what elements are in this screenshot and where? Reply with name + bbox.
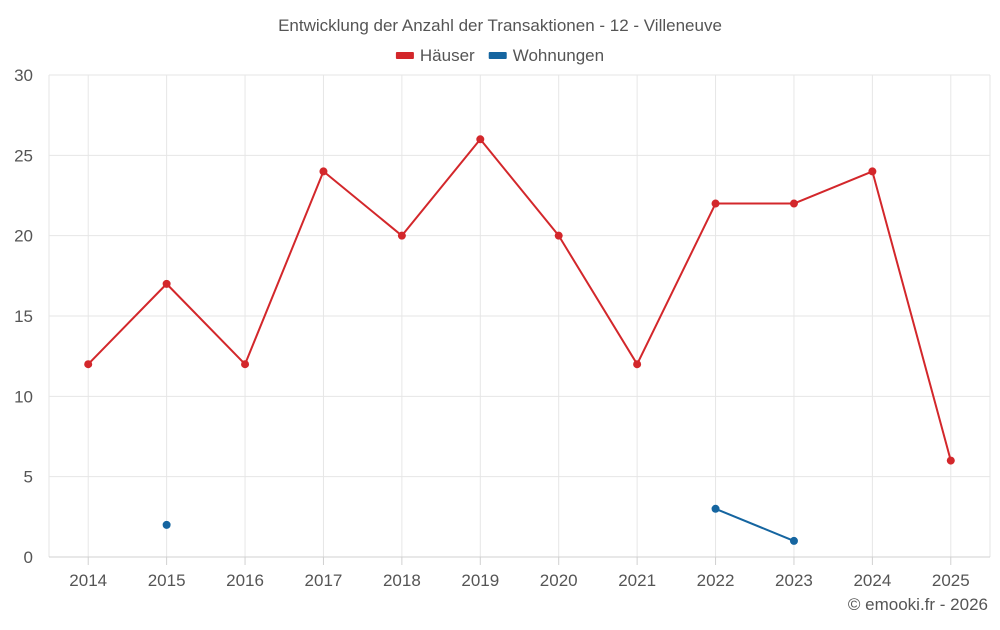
legend-label: Wohnungen bbox=[513, 46, 604, 65]
y-tick-label: 15 bbox=[14, 307, 33, 326]
credit-text: © emooki.fr - 2026 bbox=[848, 595, 988, 614]
data-point[interactable] bbox=[946, 456, 955, 465]
data-point[interactable] bbox=[711, 199, 720, 208]
legend-swatch bbox=[488, 52, 507, 59]
x-tick-label: 2023 bbox=[775, 571, 813, 590]
series-layer bbox=[84, 135, 955, 545]
x-tick-label: 2014 bbox=[69, 571, 107, 590]
series-line bbox=[715, 507, 795, 542]
series-2 bbox=[162, 504, 798, 545]
data-point[interactable] bbox=[162, 520, 171, 529]
x-tick-label: 2017 bbox=[305, 571, 343, 590]
grid bbox=[48, 74, 991, 557]
chart-title: Entwicklung der Anzahl der Transaktionen… bbox=[278, 16, 722, 35]
y-tick-label: 10 bbox=[14, 387, 33, 406]
legend-swatch bbox=[395, 52, 414, 59]
legend-item-1[interactable]: Häuser bbox=[395, 46, 475, 65]
x-tick-label: 2016 bbox=[226, 571, 264, 590]
x-tick-label: 2015 bbox=[148, 571, 186, 590]
series-line bbox=[87, 138, 952, 461]
x-axis: 2014 2015 2016 2017 2018 2019 2020 2021 2022 2023… bbox=[49, 556, 990, 590]
x-tick-label: 2021 bbox=[618, 571, 656, 590]
y-tick-label: 30 bbox=[14, 66, 33, 85]
data-point[interactable] bbox=[789, 536, 798, 545]
x-tick-label: 2019 bbox=[461, 571, 499, 590]
data-point[interactable] bbox=[711, 504, 720, 513]
data-point[interactable] bbox=[397, 231, 406, 240]
x-tick-label: 2025 bbox=[932, 571, 970, 590]
data-point[interactable] bbox=[476, 135, 485, 144]
y-tick-label: 20 bbox=[14, 227, 33, 246]
y-tick-label: 25 bbox=[14, 146, 33, 165]
legend: Häuser Wohnungen bbox=[395, 46, 604, 65]
y-axis: 0 5 10 15 20 25 30 bbox=[14, 66, 33, 567]
data-point[interactable] bbox=[789, 199, 798, 208]
data-point[interactable] bbox=[633, 360, 642, 369]
data-point[interactable] bbox=[319, 167, 328, 176]
x-tick-label: 2020 bbox=[540, 571, 578, 590]
data-point[interactable] bbox=[84, 360, 93, 369]
legend-label: Häuser bbox=[420, 46, 475, 65]
y-tick-label: 5 bbox=[24, 468, 33, 487]
data-point[interactable] bbox=[241, 360, 250, 369]
x-tick-label: 2024 bbox=[853, 571, 891, 590]
data-point[interactable] bbox=[554, 231, 563, 240]
y-tick-label: 0 bbox=[24, 548, 33, 567]
x-tick-label: 2022 bbox=[697, 571, 735, 590]
data-point[interactable] bbox=[868, 167, 877, 176]
x-tick-label: 2018 bbox=[383, 571, 421, 590]
legend-item-2[interactable]: Wohnungen bbox=[488, 46, 604, 65]
series-1 bbox=[84, 135, 955, 465]
data-point[interactable] bbox=[162, 279, 171, 288]
